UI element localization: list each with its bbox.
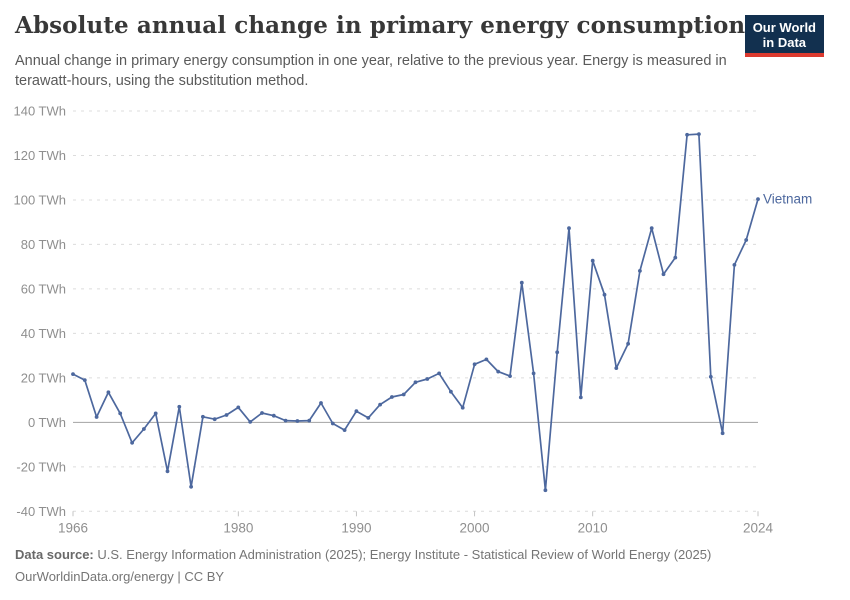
data-point (626, 341, 630, 346)
data-point (390, 395, 394, 399)
x-axis-tick-label: 2024 (743, 520, 774, 535)
footer-separator: | (177, 569, 181, 584)
data-point (449, 389, 453, 394)
data-point (94, 415, 99, 419)
license-link[interactable]: CC BY (184, 569, 225, 584)
y-axis-tick-label: 20 TWh (21, 370, 66, 385)
data-point (354, 409, 359, 414)
data-point (295, 419, 300, 423)
owid-logo-line2: in Data (762, 35, 807, 50)
datasource-label: Data source: (15, 547, 94, 562)
data-point (472, 362, 477, 367)
data-point (118, 411, 123, 416)
y-axis-tick-label: 60 TWh (21, 281, 66, 296)
y-axis-tick-label: 80 TWh (21, 237, 66, 252)
owid-logo: Our World in Data (744, 15, 824, 57)
page-title: Absolute annual change in primary energy… (15, 12, 746, 39)
x-axis-tick-label: 1980 (223, 520, 253, 535)
series-label-vietnam: Vietnam (763, 192, 812, 207)
data-point (378, 402, 382, 407)
data-point (590, 258, 595, 263)
data-point (744, 238, 749, 242)
owid-logo-line1: Our World (752, 20, 816, 35)
data-point (756, 197, 760, 201)
y-axis-tick-label: 120 TWh (13, 148, 66, 163)
data-point (342, 428, 347, 432)
data-point (543, 488, 548, 493)
data-point (236, 405, 241, 410)
data-point (212, 417, 217, 422)
y-axis-tick-label: 40 TWh (21, 326, 66, 341)
data-point (708, 374, 713, 379)
data-point (519, 280, 524, 285)
y-axis-tick-label: 100 TWh (13, 192, 66, 207)
data-point (496, 369, 501, 374)
data-point (531, 371, 536, 376)
data-point (567, 226, 571, 231)
data-point (413, 380, 418, 385)
data-point (201, 414, 205, 419)
y-axis-tick-label: 0 TWh (28, 415, 66, 430)
data-point (142, 427, 146, 431)
data-point (661, 272, 666, 277)
data-point (283, 418, 288, 423)
line-chart: -40 TWh -20 TWh 0 TWh 20 TWh 40 TWh 60 TWh 80 … (13, 104, 812, 536)
owid-link[interactable]: OurWorldinData.org/energy (15, 569, 174, 584)
data-point (649, 226, 654, 231)
data-point (602, 292, 607, 297)
data-point (555, 350, 560, 355)
data-point (578, 395, 583, 400)
data-point (614, 366, 619, 370)
data-point (697, 132, 701, 136)
y-axis-tick-label: -20 TWh (16, 459, 66, 474)
data-point (330, 421, 335, 426)
data-point (106, 390, 111, 395)
data-point (366, 416, 371, 420)
data-point (71, 372, 75, 376)
x-axis-tick-label: 1990 (341, 520, 371, 535)
data-point (153, 411, 158, 416)
data-point (82, 378, 87, 382)
data-point (732, 263, 737, 267)
data-point (319, 401, 323, 405)
data-point (484, 357, 489, 362)
chart-subtitle: Annual change in primary energy consumpt… (15, 53, 727, 89)
data-point (720, 431, 725, 436)
datasource-text: U.S. Energy Information Administration (… (97, 547, 712, 562)
data-line-vietnam (72, 133, 759, 492)
data-point (271, 413, 276, 418)
data-point (460, 405, 465, 410)
y-axis-tick-label: -40 TWh (16, 504, 66, 519)
data-point (685, 132, 689, 137)
x-axis-tick-label: 2000 (460, 520, 490, 535)
data-point (638, 269, 642, 273)
data-point (437, 371, 441, 376)
x-axis-tick-label: 1966 (58, 520, 88, 535)
datasource-line: Data source: U.S. Energy Information Adm… (15, 544, 711, 566)
data-point (425, 377, 430, 381)
data-point (165, 469, 170, 474)
data-point (307, 418, 312, 423)
chart-footer: Data source: U.S. Energy Information Adm… (15, 544, 711, 588)
x-axis-tick-label: 2010 (578, 520, 608, 535)
data-point (260, 411, 264, 415)
data-point (508, 374, 512, 378)
data-point (130, 440, 135, 445)
data-point (224, 413, 229, 417)
data-point (177, 404, 182, 409)
data-point (189, 484, 194, 489)
data-point (248, 420, 253, 424)
license-line: OurWorldinData.org/energy | CC BY (15, 566, 711, 588)
y-axis-tick-label: 140 TWh (13, 104, 66, 119)
data-point (673, 255, 678, 260)
data-point (401, 392, 406, 397)
